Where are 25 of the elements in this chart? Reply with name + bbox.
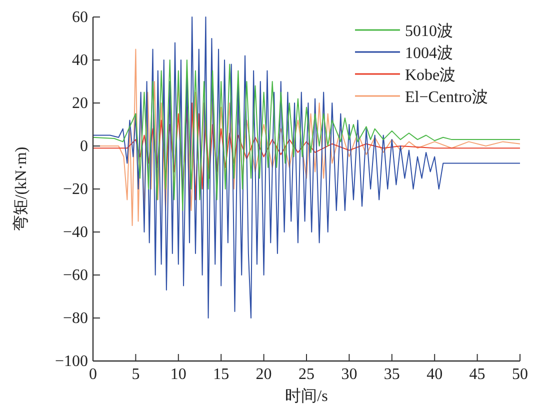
legend-label: 5010波	[405, 22, 453, 40]
x-tick-label: 45	[469, 366, 486, 383]
legend-label: Kobe波	[405, 66, 456, 84]
y-tick-label: 60	[72, 9, 88, 26]
y-tick-label: 0	[80, 138, 88, 155]
x-tick-label: 5	[132, 366, 140, 383]
x-tick-label: 25	[298, 366, 314, 383]
legend-label: 1004波	[405, 44, 453, 62]
x-tick-label: 30	[341, 366, 358, 383]
y-tick-label: 40	[72, 52, 88, 69]
y-tick-label: −100	[54, 353, 88, 370]
x-tick-label: 40	[426, 366, 443, 383]
x-tick-label: 15	[213, 366, 230, 383]
x-tick-label: 35	[384, 366, 400, 383]
x-tick-label: 50	[512, 366, 528, 383]
y-axis-title: 弯矩/(kN·m)	[12, 146, 30, 232]
x-axis-title: 时间/s	[285, 387, 328, 405]
y-tick-label: −80	[62, 310, 88, 327]
y-tick-label: −20	[62, 181, 88, 198]
legend-label: El−Centro波	[405, 88, 488, 106]
y-tick-label: 20	[72, 95, 88, 112]
y-tick-label: −60	[62, 267, 88, 284]
x-tick-label: 10	[170, 366, 186, 383]
y-tick-label: −40	[62, 224, 88, 241]
x-tick-label: 20	[256, 366, 272, 383]
